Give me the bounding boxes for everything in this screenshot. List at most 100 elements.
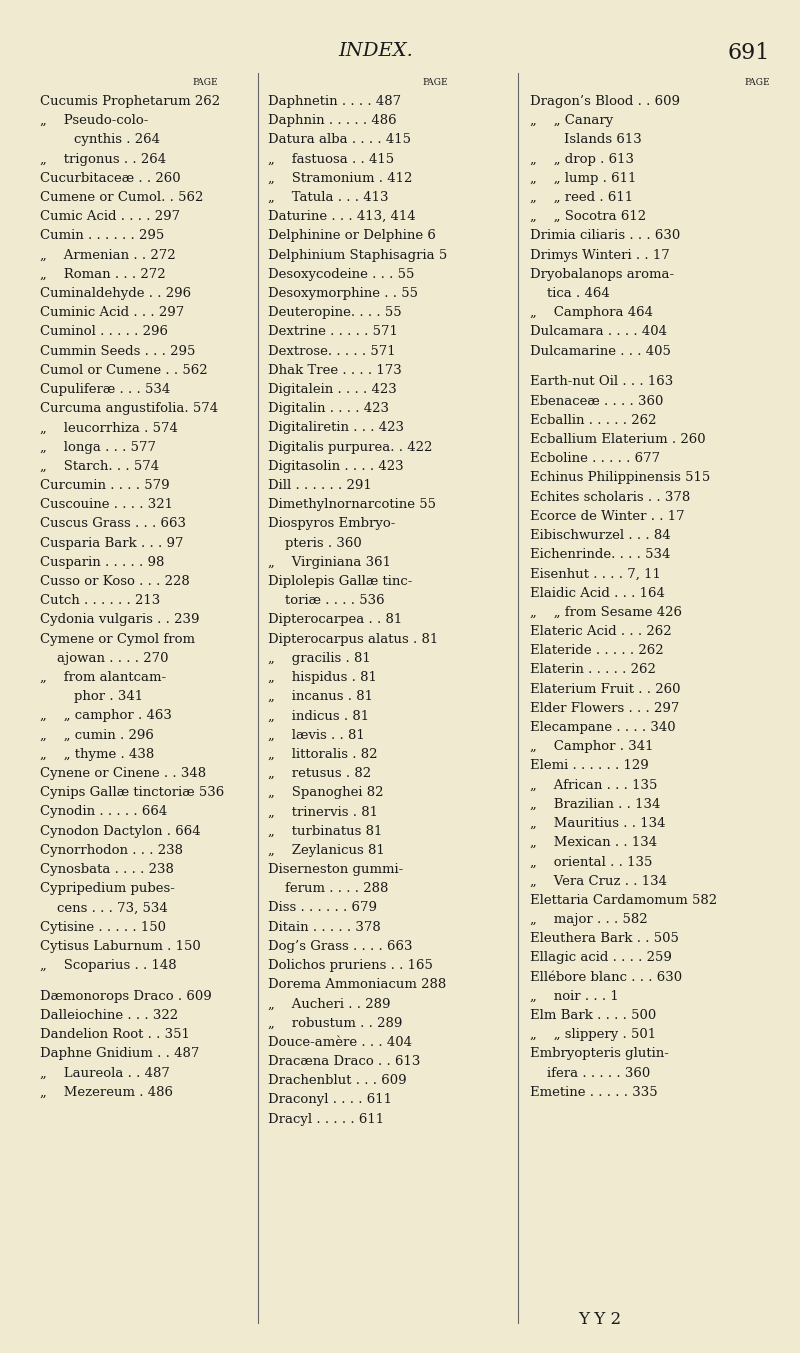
Text: Dorema Ammoniacum 288: Dorema Ammoniacum 288	[268, 978, 446, 992]
Text: Ellébore blanc . . . 630: Ellébore blanc . . . 630	[530, 970, 682, 984]
Text: Dracyl . . . . . 611: Dracyl . . . . . 611	[268, 1112, 384, 1126]
Text: INDEX.: INDEX.	[338, 42, 414, 60]
Text: Digitalein . . . . 423: Digitalein . . . . 423	[268, 383, 397, 396]
Text: Delphinine or Delphine 6: Delphinine or Delphine 6	[268, 230, 436, 242]
Text: Digitasolin . . . . 423: Digitasolin . . . . 423	[268, 460, 404, 472]
Text: Cusso or Koso . . . 228: Cusso or Koso . . . 228	[40, 575, 190, 589]
Text: „    longa . . . 577: „ longa . . . 577	[40, 441, 156, 453]
Text: Cynips Gallæ tinctoriæ 536: Cynips Gallæ tinctoriæ 536	[40, 786, 224, 800]
Text: cynthis . 264: cynthis . 264	[40, 134, 160, 146]
Text: Elaterin . . . . . 262: Elaterin . . . . . 262	[530, 663, 656, 676]
Text: „    turbinatus 81: „ turbinatus 81	[268, 824, 382, 838]
Text: Cucumis Prophetarum 262: Cucumis Prophetarum 262	[40, 95, 220, 108]
Text: „    Zeylanicus 81: „ Zeylanicus 81	[268, 844, 385, 856]
Text: „    oriental . . 135: „ oriental . . 135	[530, 855, 652, 869]
Text: pteris . 360: pteris . 360	[268, 537, 362, 549]
Text: ifera . . . . . 360: ifera . . . . . 360	[530, 1066, 650, 1080]
Text: „    Camphor . 341: „ Camphor . 341	[530, 740, 654, 754]
Text: Cymene or Cymol from: Cymene or Cymol from	[40, 633, 195, 645]
Text: Curcuma angustifolia. 574: Curcuma angustifolia. 574	[40, 402, 218, 415]
Text: Digitalin . . . . 423: Digitalin . . . . 423	[268, 402, 389, 415]
Text: 691: 691	[728, 42, 770, 64]
Text: Dipterocarpea . . 81: Dipterocarpea . . 81	[268, 613, 402, 626]
Text: „    „ Canary: „ „ Canary	[530, 114, 614, 127]
Text: „    trinervis . 81: „ trinervis . 81	[268, 805, 378, 819]
Text: Elder Flowers . . . 297: Elder Flowers . . . 297	[530, 702, 679, 714]
Text: „    Mauritius . . 134: „ Mauritius . . 134	[530, 817, 666, 829]
Text: Eisenhut . . . . 7, 11: Eisenhut . . . . 7, 11	[530, 567, 661, 580]
Text: Cytisus Laburnum . 150: Cytisus Laburnum . 150	[40, 940, 201, 953]
Text: Diserneston gummi-: Diserneston gummi-	[268, 863, 403, 875]
Text: Emetine . . . . . 335: Emetine . . . . . 335	[530, 1085, 658, 1099]
Text: Ecballium Elaterium . 260: Ecballium Elaterium . 260	[530, 433, 706, 446]
Text: Ecboline . . . . . 677: Ecboline . . . . . 677	[530, 452, 660, 465]
Text: Elaterium Fruit . . 260: Elaterium Fruit . . 260	[530, 682, 681, 695]
Text: phor . 341: phor . 341	[40, 690, 143, 704]
Text: „    Armenian . . 272: „ Armenian . . 272	[40, 249, 176, 261]
Text: „    „ lump . 611: „ „ lump . 611	[530, 172, 636, 185]
Text: Cummin Seeds . . . 295: Cummin Seeds . . . 295	[40, 345, 195, 357]
Text: Dextrine . . . . . 571: Dextrine . . . . . 571	[268, 326, 398, 338]
Text: Ditain . . . . . 378: Ditain . . . . . 378	[268, 920, 381, 934]
Text: Cypripedium pubes-: Cypripedium pubes-	[40, 882, 175, 896]
Text: Dracæna Draco . . 613: Dracæna Draco . . 613	[268, 1055, 420, 1068]
Text: „    noir . . . 1: „ noir . . . 1	[530, 990, 618, 1003]
Text: Dryobalanops aroma-: Dryobalanops aroma-	[530, 268, 674, 281]
Text: Cynene or Cinene . . 348: Cynene or Cinene . . 348	[40, 767, 206, 779]
Text: Daphne Gnidium . . 487: Daphne Gnidium . . 487	[40, 1047, 199, 1061]
Text: „    robustum . . 289: „ robustum . . 289	[268, 1016, 402, 1030]
Text: Cumin . . . . . . 295: Cumin . . . . . . 295	[40, 230, 164, 242]
Text: „    „ thyme . 438: „ „ thyme . 438	[40, 748, 154, 760]
Text: Elecampane . . . . 340: Elecampane . . . . 340	[530, 721, 676, 733]
Text: Cusparia Bark . . . 97: Cusparia Bark . . . 97	[40, 537, 183, 549]
Text: Draconyl . . . . 611: Draconyl . . . . 611	[268, 1093, 392, 1107]
Text: PAGE: PAGE	[422, 78, 448, 87]
Text: Drimys Winteri . . 17: Drimys Winteri . . 17	[530, 249, 670, 261]
Text: „    leucorrhiza . 574: „ leucorrhiza . 574	[40, 421, 178, 434]
Text: Diss . . . . . . 679: Diss . . . . . . 679	[268, 901, 377, 915]
Text: Diplolepis Gallæ tinc-: Diplolepis Gallæ tinc-	[268, 575, 412, 589]
Text: Y Y 2: Y Y 2	[578, 1311, 622, 1329]
Text: Ellagic acid . . . . 259: Ellagic acid . . . . 259	[530, 951, 672, 965]
Text: Cuminol . . . . . 296: Cuminol . . . . . 296	[40, 326, 168, 338]
Text: Cynodin . . . . . 664: Cynodin . . . . . 664	[40, 805, 167, 819]
Text: Dalleiochine . . . 322: Dalleiochine . . . 322	[40, 1009, 178, 1022]
Text: cens . . . 73, 534: cens . . . 73, 534	[40, 901, 168, 915]
Text: „    retusus . 82: „ retusus . 82	[268, 767, 371, 779]
Text: „    gracilis . 81: „ gracilis . 81	[268, 652, 370, 664]
Text: Cynorrhodon . . . 238: Cynorrhodon . . . 238	[40, 844, 183, 856]
Text: Cydonia vulgaris . . 239: Cydonia vulgaris . . 239	[40, 613, 199, 626]
Text: „    „ cumin . 296: „ „ cumin . 296	[40, 729, 154, 741]
Text: ferum . . . . 288: ferum . . . . 288	[268, 882, 388, 896]
Text: Cuminaldehyde . . 296: Cuminaldehyde . . 296	[40, 287, 191, 300]
Text: „    „ drop . 613: „ „ drop . 613	[530, 153, 634, 165]
Text: Desoxycodeine . . . 55: Desoxycodeine . . . 55	[268, 268, 414, 281]
Text: Dæmonorops Draco . 609: Dæmonorops Draco . 609	[40, 990, 212, 1003]
Text: „    lævis . . 81: „ lævis . . 81	[268, 729, 365, 741]
Text: Dimethylnornarcotine 55: Dimethylnornarcotine 55	[268, 498, 436, 511]
Text: Elateride . . . . . 262: Elateride . . . . . 262	[530, 644, 664, 658]
Text: „    Pseudo-colo-: „ Pseudo-colo-	[40, 114, 148, 127]
Text: toriæ . . . . 536: toriæ . . . . 536	[268, 594, 385, 607]
Text: „    Starch. . . 574: „ Starch. . . 574	[40, 460, 159, 472]
Text: Ebenaceæ . . . . 360: Ebenaceæ . . . . 360	[530, 395, 663, 407]
Text: „    from alantcam-: „ from alantcam-	[40, 671, 166, 685]
Text: Islands 613: Islands 613	[530, 134, 642, 146]
Text: „    littoralis . 82: „ littoralis . 82	[268, 748, 378, 760]
Text: Cuminic Acid . . . 297: Cuminic Acid . . . 297	[40, 306, 184, 319]
Text: Cupuliferæ . . . 534: Cupuliferæ . . . 534	[40, 383, 170, 396]
Text: Elemi . . . . . . 129: Elemi . . . . . . 129	[530, 759, 649, 773]
Text: Dolichos pruriens . . 165: Dolichos pruriens . . 165	[268, 959, 433, 971]
Text: „    Brazilian . . 134: „ Brazilian . . 134	[530, 798, 660, 810]
Text: Datura alba . . . . 415: Datura alba . . . . 415	[268, 134, 411, 146]
Text: Cuscus Grass . . . 663: Cuscus Grass . . . 663	[40, 517, 186, 530]
Text: Dipterocarpus alatus . 81: Dipterocarpus alatus . 81	[268, 633, 438, 645]
Text: „    „ reed . 611: „ „ reed . 611	[530, 191, 633, 204]
Text: „    fastuosa . . 415: „ fastuosa . . 415	[268, 153, 394, 165]
Text: ajowan . . . . 270: ajowan . . . . 270	[40, 652, 169, 664]
Text: „    „ Socotra 612: „ „ Socotra 612	[530, 210, 646, 223]
Text: „    major . . . 582: „ major . . . 582	[530, 913, 648, 925]
Text: Earth-nut Oil . . . 163: Earth-nut Oil . . . 163	[530, 375, 674, 388]
Text: Dextrose. . . . . 571: Dextrose. . . . . 571	[268, 345, 396, 357]
Text: Desoxymorphine . . 55: Desoxymorphine . . 55	[268, 287, 418, 300]
